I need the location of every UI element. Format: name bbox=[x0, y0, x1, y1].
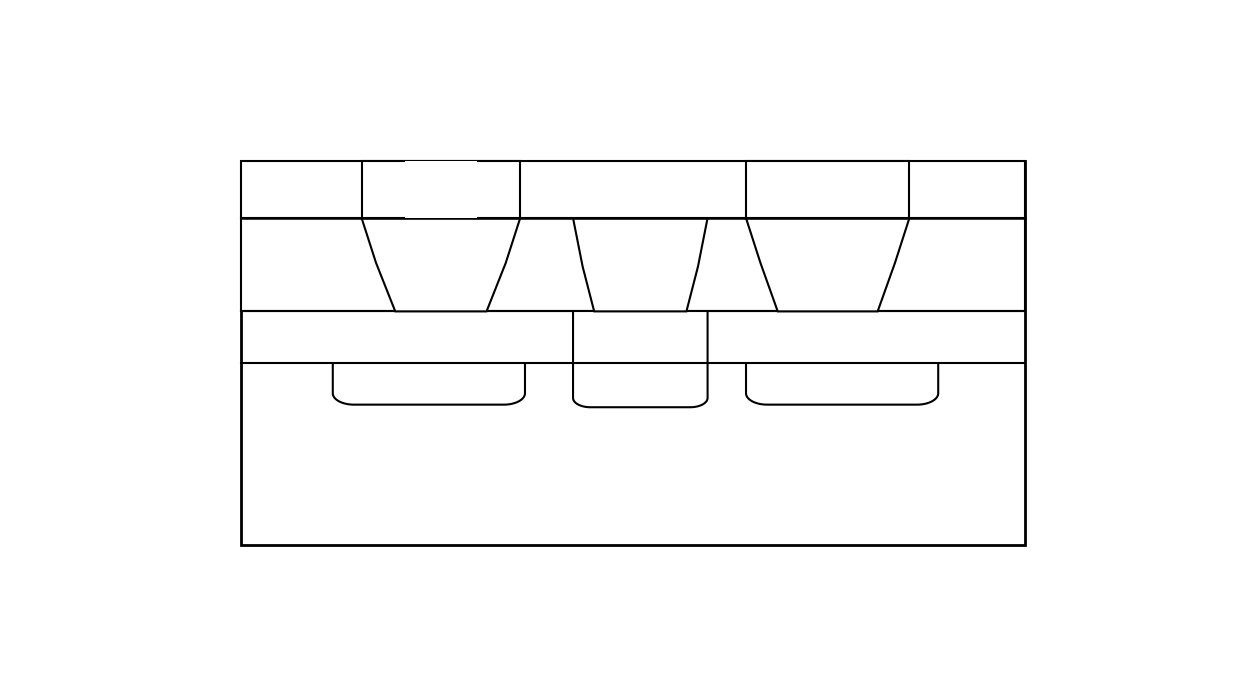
Bar bbox=[404, 161, 477, 217]
Bar bbox=[362, 161, 521, 218]
Polygon shape bbox=[573, 312, 708, 407]
Bar bbox=[746, 161, 909, 218]
Bar bbox=[242, 161, 1024, 218]
Bar bbox=[242, 218, 1024, 312]
Bar bbox=[242, 161, 1024, 544]
Polygon shape bbox=[746, 363, 939, 404]
Polygon shape bbox=[573, 218, 708, 312]
Polygon shape bbox=[332, 363, 525, 404]
Polygon shape bbox=[362, 218, 521, 312]
Polygon shape bbox=[746, 218, 909, 312]
